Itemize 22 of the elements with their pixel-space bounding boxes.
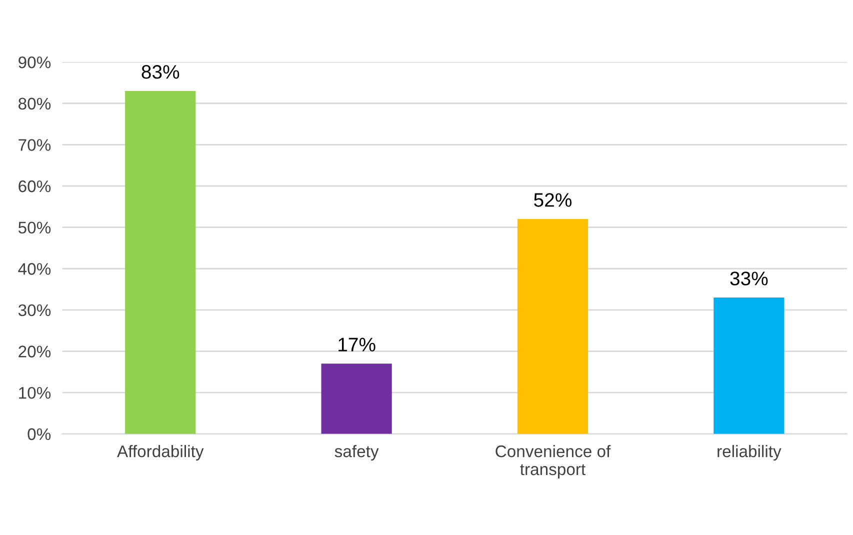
y-tick-label: 80% (18, 98, 51, 110)
data-label: 52% (534, 193, 572, 207)
y-tick-label: 60% (18, 180, 51, 192)
y-tick-label: 90% (18, 56, 51, 68)
data-label: 83% (142, 65, 180, 79)
bar (321, 364, 392, 434)
bar (125, 90, 196, 434)
y-tick-label: 30% (18, 304, 51, 316)
bar (714, 298, 784, 434)
y-tick-label: 0% (28, 428, 51, 440)
x-tick-label: Convenience of transport (496, 444, 611, 478)
data-label: 33% (730, 272, 768, 286)
data-label: 17% (338, 338, 376, 352)
y-tick-label: 10% (19, 386, 51, 399)
y-tick-label: 50% (18, 222, 51, 234)
x-tick-label: Affordability (117, 444, 204, 461)
y-tick-label: 40% (18, 263, 51, 275)
x-tick-label: safety (334, 445, 379, 461)
y-tick-label: 20% (18, 346, 51, 358)
bar (517, 219, 588, 434)
x-tick-label: reliability (718, 444, 782, 461)
y-tick-label: 70% (18, 139, 51, 151)
